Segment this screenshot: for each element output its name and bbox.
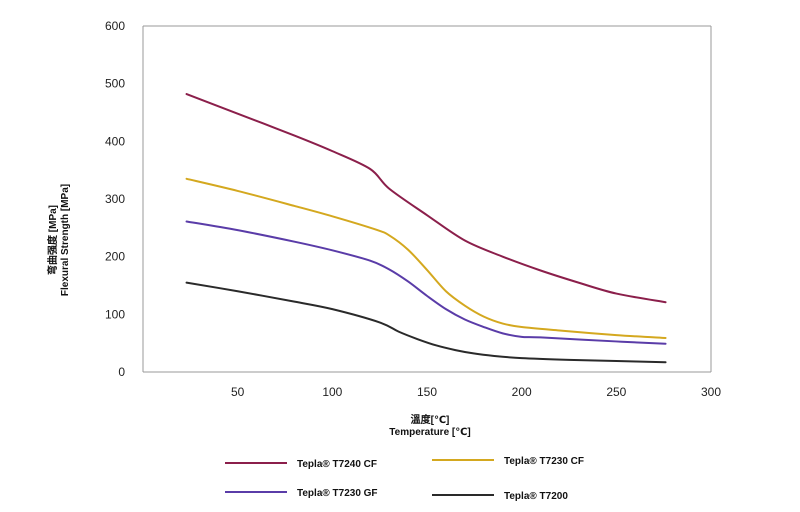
series-line <box>185 177 667 339</box>
legend: Tepla® T7240 CF Tepla® T7230 CF Tepla® T72… <box>225 456 584 502</box>
y-tick-labels: 0 100 200 300 400 500 600 <box>105 19 125 379</box>
legend-item: Tepla® T7230 GF <box>225 488 378 499</box>
legend-label: Tepla® T7200 <box>504 491 568 502</box>
x-tick-label: 300 <box>701 385 721 399</box>
y-tick-label: 300 <box>105 192 125 206</box>
x-tick-labels: 50 100 150 200 250 300 <box>231 385 721 399</box>
x-tick-label: 250 <box>606 385 626 399</box>
y-tick-label: 600 <box>105 19 125 33</box>
legend-item: Tepla® T7200 <box>432 491 568 502</box>
legend-label: Tepla® T7230 GF <box>297 488 378 499</box>
x-tick-label: 150 <box>417 385 437 399</box>
y-tick-label: 100 <box>105 307 125 321</box>
y-tick-label: 0 <box>118 365 125 379</box>
series-line <box>185 220 667 345</box>
x-axis-title: Temperature [℃] <box>389 427 470 438</box>
y-tick-label: 200 <box>105 250 125 264</box>
y-tick-label: 500 <box>105 77 125 91</box>
axes <box>142 25 712 373</box>
y-axis-title-cn: 弯曲强度 [MPa] <box>46 205 59 275</box>
x-tick-label: 50 <box>231 385 245 399</box>
y-axis-title: Flexural Strength [MPa] <box>60 184 71 296</box>
series-line <box>185 93 667 304</box>
x-tick-label: 100 <box>322 385 342 399</box>
legend-label: Tepla® T7240 CF <box>297 459 377 470</box>
x-tick-label: 200 <box>512 385 532 399</box>
legend-label: Tepla® T7230 CF <box>504 456 584 467</box>
x-axis-title-cn: 溫度[℃] <box>411 413 450 426</box>
series-line <box>185 281 667 364</box>
series-lines <box>185 93 667 364</box>
legend-item: Tepla® T7230 CF <box>432 456 584 467</box>
legend-item: Tepla® T7240 CF <box>225 459 377 470</box>
y-tick-label: 400 <box>105 134 125 148</box>
